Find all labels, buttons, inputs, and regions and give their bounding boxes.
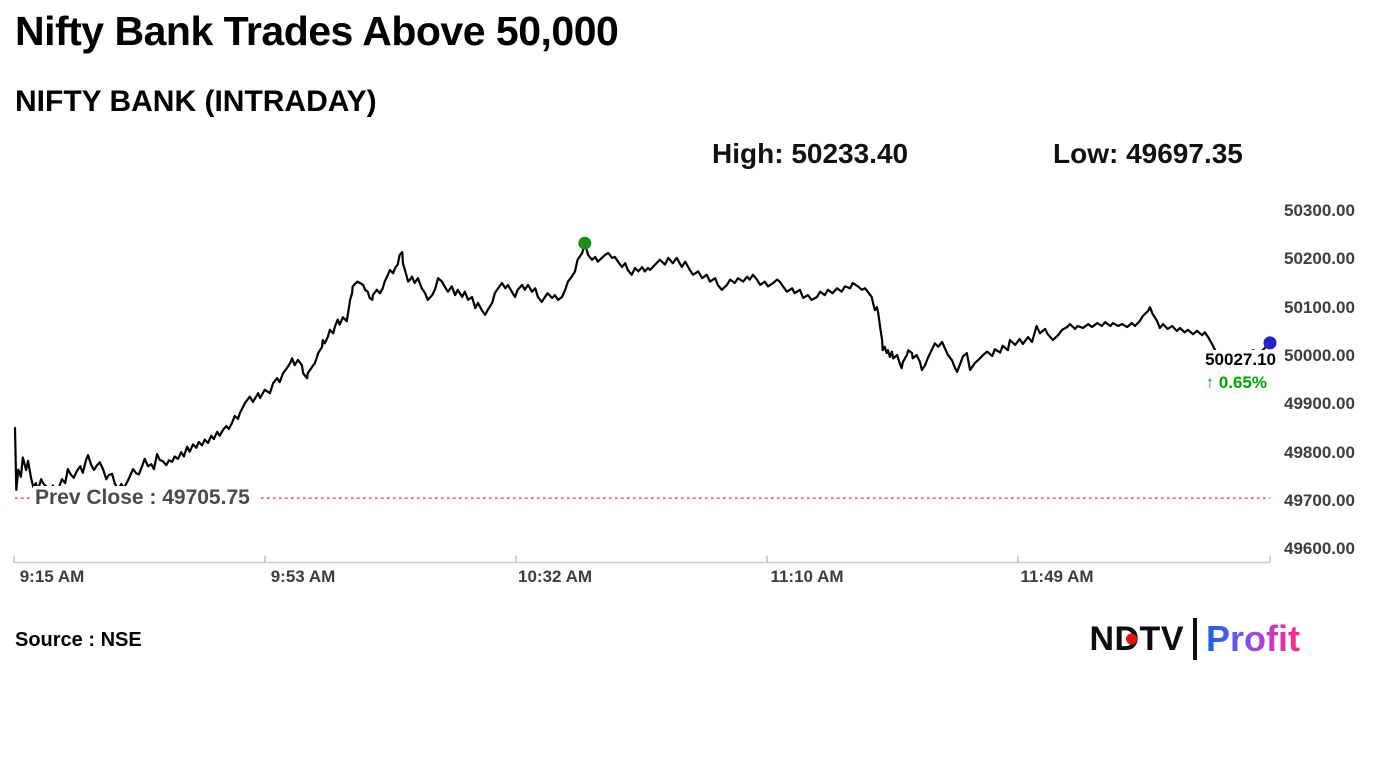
prev-close-label: Prev Close : 49705.75 xyxy=(33,486,260,510)
x-axis-tick-label: 11:49 AM xyxy=(1020,567,1094,586)
x-axis-tick-label: 9:15 AM xyxy=(19,567,85,586)
y-axis-tick-label: 49600.00 xyxy=(1284,539,1355,558)
price-line xyxy=(13,242,1272,504)
x-axis-tick-label: 9:53 AM xyxy=(270,567,336,586)
source-attribution: Source : NSE xyxy=(15,629,142,651)
chart-subtitle: NIFTY BANK (INTRADAY) xyxy=(15,85,377,118)
last-price-label: 50027.10 xyxy=(1203,350,1278,370)
x-axis-ticks xyxy=(13,555,1271,563)
high-label: High: xyxy=(712,138,784,169)
page-title: Nifty Bank Trades Above 50,000 xyxy=(15,8,619,54)
low-number: 49697.35 xyxy=(1126,138,1243,169)
x-axis-tick-label: 10:32 AM xyxy=(517,567,593,586)
profit-wordmark: Profit xyxy=(1206,618,1300,659)
y-axis-tick-label: 50000.00 xyxy=(1284,346,1355,365)
y-axis-tick-label: 50100.00 xyxy=(1284,298,1355,317)
low-label: Low: xyxy=(1053,138,1119,169)
ndtv-wordmark: NDTV xyxy=(1089,620,1184,659)
x-axis-tick-label: 11:10 AM xyxy=(770,567,844,586)
low-value: Low: 49697.35 xyxy=(1053,138,1243,170)
up-arrow-icon: ↑ xyxy=(1205,373,1215,392)
ndtv-profit-logo: NDTV Profit xyxy=(1089,616,1300,662)
high-value: High: 50233.40 xyxy=(712,138,908,170)
logo-separator-bar xyxy=(1193,618,1197,660)
y-axis-tick-label: 49700.00 xyxy=(1284,491,1355,510)
y-axis-tick-label: 49900.00 xyxy=(1284,394,1355,413)
change-percent-value: 0.65% xyxy=(1218,373,1267,392)
change-percent-label: ↑ 0.65% xyxy=(1206,373,1267,393)
high-marker-dot xyxy=(578,236,592,250)
last-price-dot xyxy=(1263,336,1277,350)
y-axis-tick-label: 50200.00 xyxy=(1284,249,1355,268)
high-number: 50233.40 xyxy=(791,138,909,169)
y-axis-tick-label: 49800.00 xyxy=(1284,443,1355,462)
y-axis-tick-label: 50300.00 xyxy=(1284,201,1355,220)
ndtv-red-dot-icon xyxy=(1126,633,1138,645)
